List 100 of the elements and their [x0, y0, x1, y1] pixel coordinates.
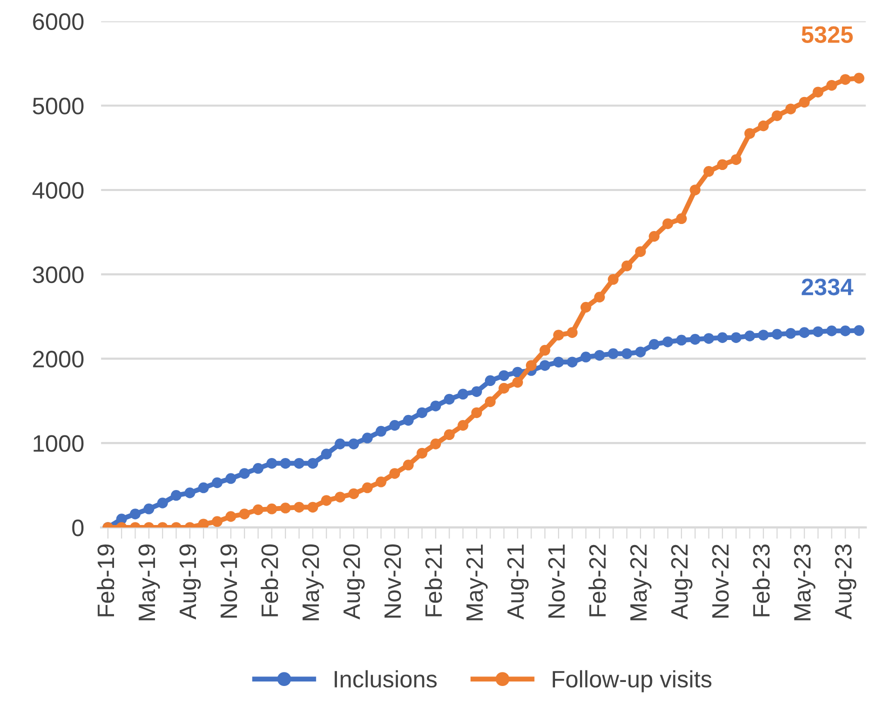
point [498, 382, 510, 394]
point [376, 476, 386, 488]
point [362, 432, 373, 444]
point [157, 498, 168, 508]
point [553, 356, 564, 368]
point [703, 166, 714, 177]
data-label: 2334 [802, 278, 854, 296]
x-tick-label: Feb-21 [424, 544, 442, 616]
point [594, 350, 605, 361]
x-tick-label: Nov-21 [548, 544, 565, 618]
y-tick-label: 0 [72, 520, 84, 536]
point [594, 292, 605, 303]
point [621, 348, 632, 360]
point [239, 468, 250, 479]
point [717, 332, 728, 344]
point [812, 326, 824, 338]
legend-label: Follow-up visits [552, 670, 712, 692]
point [730, 332, 742, 344]
point [376, 426, 386, 437]
point [389, 420, 400, 431]
point [744, 330, 756, 342]
point [540, 360, 550, 371]
point [307, 502, 318, 513]
point [826, 326, 838, 336]
point [444, 429, 455, 440]
point [566, 327, 578, 338]
point [772, 328, 782, 340]
point [402, 460, 414, 470]
point [690, 334, 700, 345]
point [648, 339, 660, 350]
point [198, 518, 209, 528]
point [772, 110, 782, 122]
point [662, 336, 674, 348]
point [402, 414, 414, 426]
point [484, 375, 496, 386]
y-tick-label: 5000 [32, 98, 84, 114]
point [798, 96, 810, 108]
point [334, 438, 346, 450]
point [526, 360, 537, 371]
point [252, 463, 264, 474]
point [266, 504, 278, 514]
point [812, 86, 824, 98]
point [294, 458, 304, 469]
point [580, 302, 592, 313]
point [690, 184, 700, 196]
point [484, 396, 496, 408]
point [854, 72, 864, 84]
point [280, 458, 291, 469]
point [553, 330, 564, 340]
point [294, 502, 304, 513]
y-tick-label: 3000 [32, 266, 84, 284]
point [444, 394, 455, 405]
point [280, 502, 291, 514]
x-tick-label: May-21 [466, 544, 488, 620]
x-tick-label: May-19 [138, 544, 160, 620]
x-tick-label: May-23 [794, 544, 816, 620]
point [717, 159, 728, 170]
point [334, 492, 346, 502]
x-tick-label: May-20 [302, 544, 324, 620]
x-tick-label: Aug-21 [507, 544, 529, 620]
point [676, 334, 687, 346]
point [348, 438, 360, 450]
point [566, 356, 578, 368]
y-tick-label: 6000 [33, 13, 84, 30]
point [798, 327, 810, 338]
point [389, 468, 400, 479]
point [635, 346, 646, 358]
x-tick-label: May-22 [630, 544, 652, 620]
point [635, 246, 646, 257]
x-tick-label: Feb-22 [588, 544, 606, 616]
y-tick-label: 4000 [32, 182, 84, 199]
x-tick-label: Aug-23 [834, 544, 856, 620]
point [498, 370, 510, 381]
point [184, 487, 196, 498]
point [430, 438, 442, 450]
point [430, 400, 442, 412]
point [170, 490, 182, 501]
point [676, 213, 687, 224]
point [854, 325, 864, 336]
point [826, 80, 838, 91]
point [348, 488, 360, 500]
point [471, 407, 482, 418]
point [239, 508, 250, 520]
point [321, 448, 332, 460]
point [648, 231, 660, 242]
point [458, 388, 468, 400]
point [758, 330, 769, 340]
point [212, 477, 223, 488]
point [144, 504, 154, 514]
point [362, 482, 373, 494]
x-tick-label: Nov-20 [384, 544, 402, 618]
point [730, 154, 742, 165]
point [130, 508, 141, 520]
point [785, 328, 796, 339]
x-tick-label: Aug-20 [343, 544, 365, 620]
point [512, 376, 523, 388]
x-tick-label: Feb-23 [752, 544, 770, 616]
y-tick-label: 1000 [34, 435, 84, 452]
point [744, 128, 756, 139]
point [703, 333, 714, 344]
